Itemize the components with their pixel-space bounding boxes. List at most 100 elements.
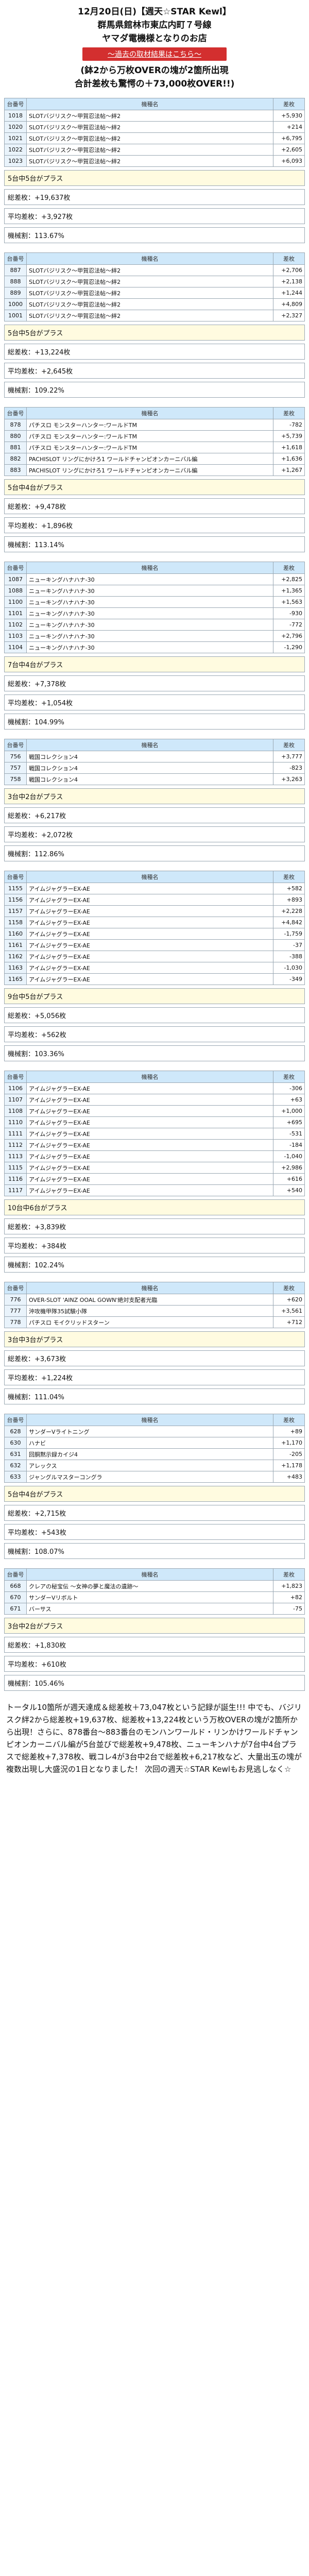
table-row: 777 沖攻機甲隊35試験小隊 +3,561	[4, 1305, 305, 1317]
section-total: 総差枚：+5,056枚	[4, 1007, 305, 1023]
machine-name: アレックス	[26, 1460, 273, 1471]
machine-number: 889	[4, 287, 27, 299]
col-name-header: 機種名	[26, 739, 273, 751]
table-row: 887 SLOTバジリスク～甲賀忍法帖～絆2 +2,706	[4, 264, 305, 276]
table-row: 1018 SLOTバジリスク～甲賀忍法帖～絆2 +5,930	[4, 110, 305, 122]
table-row: 633 ジャングルマスターコングラ +483	[4, 1471, 305, 1483]
machine-name: バーサス	[26, 1603, 273, 1615]
machine-name: アイムジャグラーEX-AE	[26, 951, 273, 962]
machine-table: 台番号 機種名 差枚 668 クレアの秘宝伝 ～女神の夢と魔法の遺跡～ +1,823 670…	[4, 1568, 305, 1615]
machine-number: 1110	[4, 1116, 27, 1128]
machine-name: PACHISLOT リングにかけろ1 ワールドチャンピオンカーニバル編	[26, 453, 273, 465]
table-header-row: 台番号 機種名 差枚	[4, 1568, 305, 1581]
machine-number: 630	[4, 1437, 27, 1449]
machine-table: 台番号 機種名 差枚 1018 SLOTバジリスク～甲賀忍法帖～絆2 +5,930 1020…	[4, 98, 305, 167]
table-row: 878 パチスロ モンスターハンター:ワールドTM -782	[4, 419, 305, 431]
section-rate: 機械割：111.04%	[4, 1388, 305, 1404]
headline-line2: 合計差枚も驚愕の＋73,000枚OVER!!)	[74, 79, 235, 89]
machine-diff: +2,825	[273, 573, 305, 585]
machine-name: SLOTバジリスク～甲賀忍法帖～絆2	[26, 276, 273, 287]
machine-diff: +2,796	[273, 630, 305, 642]
table-row: 1104 ニューキングハナハナ-30 -1,290	[4, 641, 305, 653]
table-row: 1163 アイムジャグラーEX-AE -1,030	[4, 962, 305, 974]
section-average: 平均差枚：+543枚	[4, 1524, 305, 1540]
table-header-row: 台番号 機種名 差枚	[4, 1414, 305, 1426]
machine-name: SLOTバジリスク～甲賀忍法帖～絆2	[26, 264, 273, 276]
table-row: 888 SLOTバジリスク～甲賀忍法帖～絆2 +2,138	[4, 276, 305, 287]
machine-diff: -75	[273, 1603, 305, 1615]
col-name-header: 機種名	[26, 407, 273, 419]
machine-name: アイムジャグラーEX-AE	[26, 973, 273, 985]
machine-name: ニューキングハナハナ-30	[26, 641, 273, 653]
table-row: 778 パチスロ モイクリッドスターン +712	[4, 1316, 305, 1328]
section-title: 5台中4台がプラス	[4, 479, 305, 495]
section-average: 平均差枚：+3,927枚	[4, 208, 305, 224]
machine-name: アイムジャグラーEX-AE	[26, 1116, 273, 1128]
table-row: 889 SLOTバジリスク～甲賀忍法帖～絆2 +1,244	[4, 287, 305, 299]
headline-line1: (鉢2から万枚OVERの塊が2箇所出現	[80, 65, 229, 76]
table-row: 1116 アイムジャグラーEX-AE +616	[4, 1173, 305, 1185]
result-section: 台番号 機種名 差枚 878 パチスロ モンスターハンター:ワールドTM -782 880 パ…	[4, 407, 305, 552]
table-row: 1115 アイムジャグラーEX-AE +2,986	[4, 1162, 305, 1174]
past-results-link[interactable]: ～過去の取材結果はこちら～	[82, 47, 227, 61]
col-name-header: 機種名	[26, 252, 273, 265]
machine-number: 757	[4, 762, 27, 774]
machine-diff: +483	[273, 1471, 305, 1483]
table-row: 1001 SLOTバジリスク～甲賀忍法帖～絆2 +2,327	[4, 310, 305, 321]
machine-diff: +1,000	[273, 1105, 305, 1117]
table-row: 632 アレックス +1,178	[4, 1460, 305, 1471]
machine-diff: +893	[273, 894, 305, 906]
section-rate: 機械割：113.67%	[4, 227, 305, 243]
section-total: 総差枚：+7,378枚	[4, 675, 305, 691]
table-row: 670 サンダーVリボルト +82	[4, 1591, 305, 1603]
machine-name: アイムジャグラーEX-AE	[26, 917, 273, 928]
section-average: 平均差枚：+562枚	[4, 1026, 305, 1042]
section-average: 平均差枚：+1,224枚	[4, 1369, 305, 1385]
machine-diff: +6,093	[273, 155, 305, 167]
section-total: 総差枚：+9,478枚	[4, 498, 305, 514]
section-rate: 機械割：102.24%	[4, 1257, 305, 1273]
col-name-header: 機種名	[26, 1282, 273, 1294]
machine-number: 1158	[4, 917, 27, 928]
machine-name: SLOTバジリスク～甲賀忍法帖～絆2	[26, 121, 273, 133]
machine-table: 台番号 機種名 差枚 756 戦国コレクション4 +3,777 757 戦国コレクション4 -8…	[4, 739, 305, 785]
store-address: 群馬県館林市東広内町７号線	[97, 20, 212, 30]
col-num-header: 台番号	[4, 252, 27, 265]
col-diff-header: 差枚	[273, 407, 305, 419]
table-header-row: 台番号 機種名 差枚	[4, 871, 305, 883]
machine-number: 1106	[4, 1082, 27, 1094]
table-row: 1110 アイムジャグラーEX-AE +695	[4, 1116, 305, 1128]
table-row: 1101 ニューキングハナハナ-30 -930	[4, 607, 305, 619]
table-header-row: 台番号 機種名 差枚	[4, 1071, 305, 1083]
machine-name: アイムジャグラーEX-AE	[26, 1082, 273, 1094]
col-diff-header: 差枚	[273, 562, 305, 574]
machine-diff: +582	[273, 883, 305, 894]
machine-number: 1001	[4, 310, 27, 321]
page: 12月20日(日)【週天☆STAR Kewl】 群馬県館林市東広内町７号線 ヤマ…	[4, 7, 305, 1774]
machine-name: パチスロ モンスターハンター:ワールドTM	[26, 442, 273, 453]
machine-number: 632	[4, 1460, 27, 1471]
table-row: 1107 アイムジャグラーEX-AE +63	[4, 1094, 305, 1106]
table-row: 630 ハナビ +1,170	[4, 1437, 305, 1449]
table-row: 1108 アイムジャグラーEX-AE +1,000	[4, 1105, 305, 1117]
machine-name: ニューキングハナハナ-30	[26, 619, 273, 631]
machine-number: 633	[4, 1471, 27, 1483]
machine-number: 776	[4, 1294, 27, 1306]
machine-diff: -1,040	[273, 1150, 305, 1162]
machine-name: SLOTバジリスク～甲賀忍法帖～絆2	[26, 132, 273, 144]
machine-number: 883	[4, 464, 27, 476]
page-title: 12月20日(日)【週天☆STAR Kewl】	[78, 7, 231, 17]
table-row: 1158 アイムジャグラーEX-AE +4,842	[4, 917, 305, 928]
table-row: 1106 アイムジャグラーEX-AE -306	[4, 1082, 305, 1094]
machine-diff: +695	[273, 1116, 305, 1128]
table-header-row: 台番号 機種名 差枚	[4, 407, 305, 419]
machine-number: 1117	[4, 1184, 27, 1196]
table-row: 628 サンダーVライトニング +89	[4, 1426, 305, 1437]
machine-diff: +4,842	[273, 917, 305, 928]
machine-name: 戦国コレクション4	[26, 762, 273, 774]
machine-diff: -772	[273, 619, 305, 631]
table-header-row: 台番号 機種名 差枚	[4, 1282, 305, 1294]
headline-summary: (鉢2から万枚OVERの塊が2箇所出現 合計差枚も驚愕の＋73,000枚OVER…	[4, 64, 305, 91]
section-title: 7台中4台がプラス	[4, 656, 305, 672]
machine-diff: +5,739	[273, 430, 305, 442]
